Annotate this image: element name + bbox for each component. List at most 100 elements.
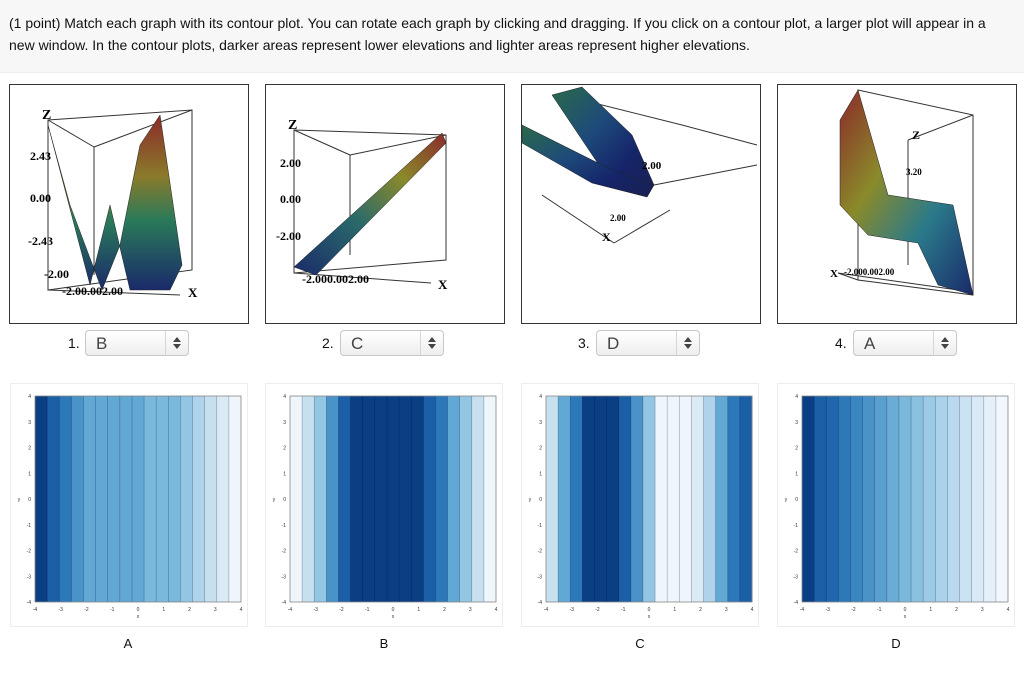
contour-plot-b[interactable]: 4 3 2 1 0 -1 -2 -3 -4 -4 -3 -2 -1 0 1 2 3 4 x y <box>265 383 503 627</box>
contour-plot-d[interactable]: 4 3 2 1 0 -1 -2 -3 -4 -4 -3 -2 -1 0 1 2 3 4 x y <box>777 383 1015 627</box>
x-tick-label: -4 <box>33 607 38 613</box>
y-tick-label: -2 <box>794 549 799 555</box>
contour-plot-d-svg[interactable]: 4 3 2 1 0 -1 -2 -3 -4-4 -3 -2 -1 0 1 2 3 4 x y <box>778 384 1014 626</box>
graph-2-3d-plot[interactable]: Z 2.00 0.00 -2.00 -2.000.002.00 X <box>265 84 505 324</box>
contour-band <box>180 396 194 602</box>
contour-plot-a[interactable]: 4 3 2 1 0 -1 -2 -3 -4 -4 -3 -2 -1 0 1 2 3 4 x y <box>10 383 248 627</box>
contour-band <box>350 396 364 602</box>
graph-4-answer-value: A <box>864 334 876 353</box>
y-tick-label: -4 <box>538 600 543 606</box>
y-tick-label: 1 <box>539 471 542 477</box>
y-axis-label: y <box>529 497 532 503</box>
updown-arrows-icon <box>676 331 699 355</box>
graph-2-label-zmin: -2.00 <box>276 229 301 243</box>
x-tick-label: 0 <box>648 607 651 613</box>
x-axis-label: x <box>137 614 140 620</box>
y-tick-label: -1 <box>538 523 543 529</box>
y-tick-label: 2 <box>283 446 286 452</box>
y-tick-label: 4 <box>539 394 542 400</box>
x-tick-label: -2 <box>851 607 856 613</box>
y-tick-label: -1 <box>794 523 799 529</box>
contour-band <box>655 396 668 602</box>
graph-2-svg[interactable]: Z 2.00 0.00 -2.00 -2.000.002.00 X <box>266 85 504 323</box>
contour-band <box>423 396 436 602</box>
x-tick-label: -2 <box>84 607 89 613</box>
contour-band <box>983 396 997 602</box>
contour-band <box>459 396 473 602</box>
contour-band <box>483 396 497 602</box>
contour-band <box>362 396 376 602</box>
graph-3-svg[interactable]: 2.00 2.00 X <box>522 85 760 323</box>
x-tick-label: -1 <box>877 607 882 613</box>
contour-band <box>558 396 571 602</box>
graph-4-svg[interactable]: Z 3.20 X -2.000.002.00 <box>778 85 1016 323</box>
contour-plot-c[interactable]: 4 3 2 1 0 -1 -2 -3 -4 -4 -3 -2 -1 0 1 2 3 4 x y <box>521 383 759 627</box>
contour-plot-c-svg[interactable]: 4 3 2 1 0 -1 -2 -3 -4-4 -3 -2 -1 0 1 2 3 4 x y <box>522 384 758 626</box>
graph-3-3d-plot[interactable]: 2.00 2.00 X <box>521 84 761 324</box>
graph-2-answer-select[interactable]: C <box>340 330 444 356</box>
contour-band <box>228 396 242 602</box>
y-axis-label: y <box>785 497 788 503</box>
contour-band <box>886 396 900 602</box>
contour-plot-b-svg[interactable]: 4 3 2 1 0 -1 -2 -3 -4-4 -3 -2 -1 0 1 2 3 4 x y <box>266 384 502 626</box>
contour-band <box>95 396 109 602</box>
contour-band <box>715 396 729 602</box>
instructions-text: (1 point) Match each graph with its cont… <box>9 15 986 53</box>
contour-label-c: C <box>635 636 645 651</box>
graph-1-3d-plot[interactable]: Z 2.43 0.00 -2.43 -2.00 -2.00.002.00 X <box>9 84 249 324</box>
graph-2-answer-value: C <box>351 334 364 353</box>
x-tick-label: -1 <box>365 607 370 613</box>
graph-4-3d-plot[interactable]: Z 3.20 X -2.000.002.00 <box>777 84 1017 324</box>
contour-band <box>435 396 449 602</box>
graph-1-answer-select[interactable]: B <box>85 330 189 356</box>
y-tick-label: -4 <box>794 600 799 606</box>
y-tick-label: 0 <box>539 497 542 503</box>
contour-band <box>107 396 121 602</box>
contour-band <box>326 396 339 602</box>
y-axis-label: y <box>18 497 21 503</box>
contour-band <box>216 396 230 602</box>
x-axis-label: x <box>392 614 395 620</box>
contour-band <box>594 396 608 602</box>
graph-1-label-zmid: 0.00 <box>30 191 51 205</box>
x-axis-label: x <box>904 614 907 620</box>
graph-4-label-x: X <box>830 268 838 280</box>
contour-band <box>314 396 327 602</box>
contour-frame <box>289 395 497 603</box>
contour-band <box>814 396 827 602</box>
y-tick-label: 1 <box>795 471 798 477</box>
graph-2-number: 2. <box>322 335 334 351</box>
x-tick-label: 1 <box>162 607 165 613</box>
graph-2-label-zmid: 0.00 <box>280 192 301 206</box>
contour-band <box>862 396 876 602</box>
y-tick-label: 4 <box>28 394 31 400</box>
contour-band <box>582 396 595 602</box>
contour-band <box>71 396 84 602</box>
contour-frame <box>34 395 242 603</box>
y-tick-label: 1 <box>28 471 31 477</box>
y-tick-label: -3 <box>794 574 799 580</box>
x-tick-label: 2 <box>955 607 958 613</box>
contour-band <box>144 396 157 602</box>
graph-1-label-zmin: -2.43 <box>28 234 53 248</box>
graph-4-answer-select[interactable]: A <box>853 330 957 356</box>
updown-arrows-icon <box>165 331 188 355</box>
contour-band <box>131 396 145 602</box>
contour-band <box>47 396 60 602</box>
contour-band <box>850 396 864 602</box>
contour-plot-a-svg[interactable]: 4 3 2 1 0 -1 -2 -3 -4-4 -3 -2 -1 0 1 2 3 4 x y <box>11 384 247 626</box>
graph-1-label-x: X <box>188 285 198 300</box>
x-tick-label: -3 <box>314 607 319 613</box>
graph-3-answer-select[interactable]: D <box>596 330 700 356</box>
graph-1-number: 1. <box>68 335 80 351</box>
contour-band <box>679 396 692 602</box>
contour-band <box>802 396 815 602</box>
contour-band <box>642 396 656 602</box>
contour-band <box>374 396 388 602</box>
y-tick-label: 3 <box>795 420 798 426</box>
graph-1-svg[interactable]: Z 2.43 0.00 -2.43 -2.00 -2.00.002.00 X <box>10 85 248 323</box>
x-tick-label: 0 <box>904 607 907 613</box>
x-tick-label: -2 <box>595 607 600 613</box>
x-tick-label: -1 <box>621 607 626 613</box>
graph-2-label-x: X <box>438 277 448 292</box>
